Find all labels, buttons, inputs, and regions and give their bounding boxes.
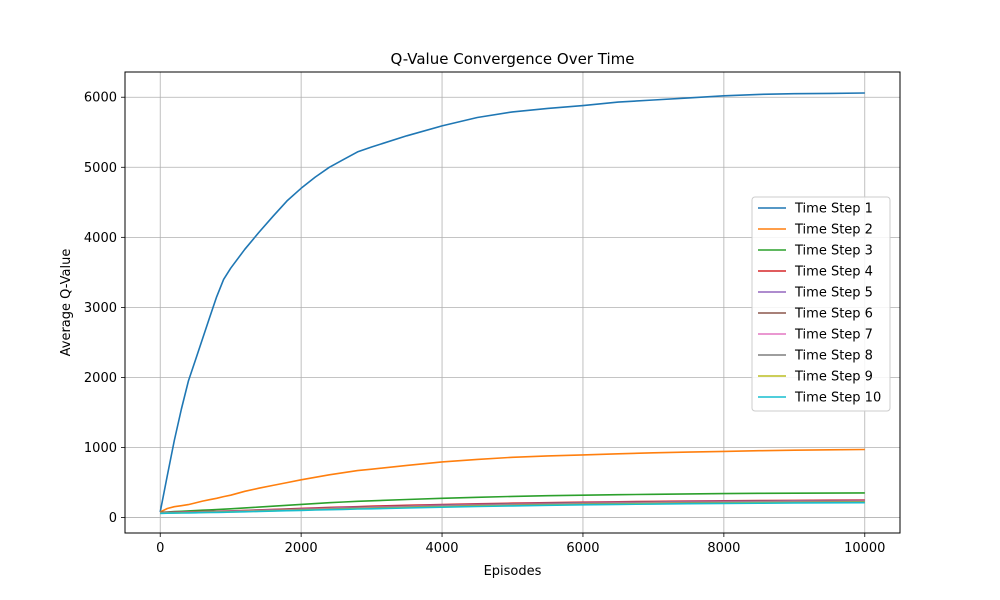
legend-box (751, 196, 891, 412)
y-tick-label: 0 (109, 511, 117, 526)
x-tick-label: 8000 (707, 541, 740, 556)
series-lines (159, 92, 865, 515)
legend-label: Time Step 7 (794, 328, 873, 343)
legend-label: Time Step 8 (794, 349, 873, 364)
legend-label: Time Step 10 (794, 391, 881, 406)
x-axis-label: Episodes (484, 564, 542, 579)
y-tick-label: 5000 (84, 161, 117, 176)
plot-frame (124, 71, 901, 534)
legend-label: Time Step 6 (794, 307, 873, 322)
y-tick-label: 6000 (84, 91, 117, 106)
series-line-3 (160, 492, 865, 514)
x-tick-label: 0 (156, 541, 164, 556)
x-tick-label: 4000 (425, 541, 458, 556)
x-tick-label: 2000 (285, 541, 318, 556)
chart-title: Q-Value Convergence Over Time (391, 50, 635, 68)
legend-label: Time Step 1 (794, 202, 873, 217)
series-line-10 (160, 501, 865, 515)
legend-label: Time Step 5 (794, 286, 873, 301)
legend-label: Time Step 9 (794, 370, 873, 385)
legend-label: Time Step 2 (794, 223, 873, 238)
legend: Time Step 1 Time Step 2 Time Step 3 Time St… (751, 196, 891, 412)
legend-label: Time Step 4 (794, 265, 873, 280)
axis-ticks: 0 2000 4000 6000 8000 10000 0 1000 2000 3000 4000 5… (84, 91, 886, 556)
x-tick-label: 10000 (844, 541, 885, 556)
y-tick-label: 1000 (84, 441, 117, 456)
series-line-2 (159, 448, 865, 513)
y-tick-label: 2000 (84, 371, 117, 386)
y-tick-label: 4000 (84, 231, 117, 246)
y-tick-label: 3000 (84, 301, 117, 316)
y-axis-label: Average Q-Value (59, 249, 74, 357)
x-tick-label: 6000 (566, 541, 599, 556)
legend-label: Time Step 3 (794, 244, 873, 259)
series-line-1 (159, 92, 865, 513)
